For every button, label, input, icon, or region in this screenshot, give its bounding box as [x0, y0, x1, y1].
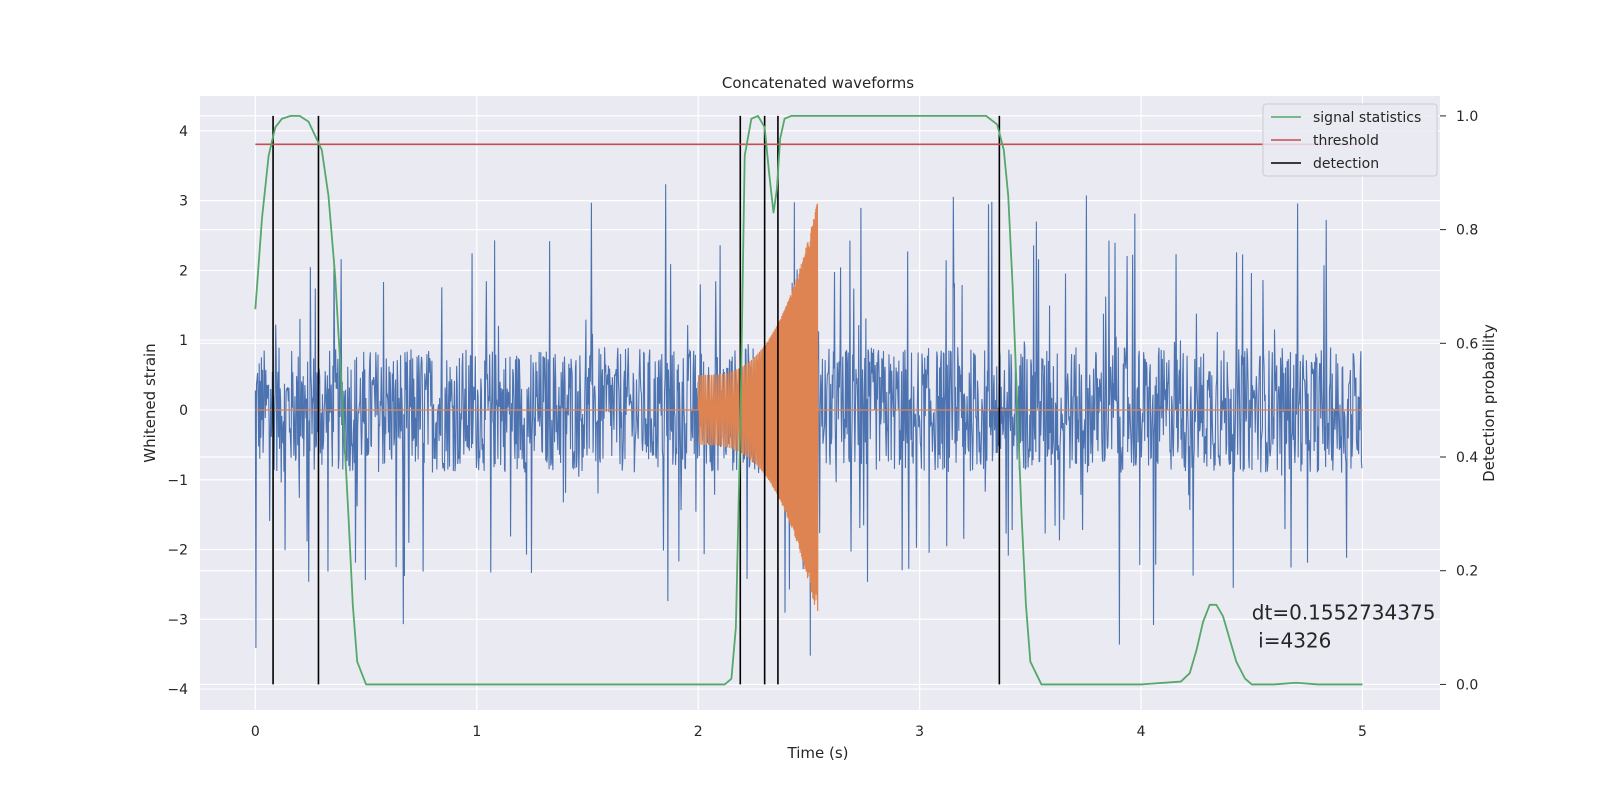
- annotation-dt: dt=0.1552734375: [1252, 600, 1436, 624]
- legend-box: [1262, 103, 1438, 177]
- y-tick-label: −4: [167, 682, 188, 698]
- y-tick-label: −1: [167, 473, 188, 489]
- signal-statistics-line: [254, 115, 1363, 686]
- y2-tick-label: 0.8: [1456, 223, 1478, 239]
- y2-tick-label: 1.0: [1456, 109, 1478, 125]
- legend-label-threshold: threshold: [1313, 133, 1379, 149]
- y2-tick-label: 0.2: [1456, 564, 1478, 580]
- y-axis-ticks: −4 −3 −2 −1 0 1 2 3 4: [167, 124, 188, 698]
- x-tick-label: 0: [251, 724, 260, 740]
- x-tick-label: 5: [1358, 724, 1367, 740]
- plot-area: [254, 115, 1363, 686]
- y2-tick-label: 0.6: [1456, 336, 1478, 352]
- y-tick-label: −2: [167, 543, 188, 559]
- chart-title: Concatenated waveforms: [722, 74, 914, 92]
- x-tick-label: 1: [472, 724, 481, 740]
- y-tick-label: 3: [179, 194, 188, 210]
- y-tick-label: −3: [167, 612, 188, 628]
- x-axis-ticks: 0 1 2 3 4 5: [251, 724, 1367, 740]
- annotation-index: i=4326: [1252, 628, 1332, 652]
- legend-label-detection: detection: [1313, 156, 1379, 172]
- template-series: [255, 203, 1363, 611]
- y2-axis-ticks: 0.0 0.2 0.4 0.6 0.8 1.0: [1440, 109, 1478, 693]
- legend: signal statistics threshold detection: [1262, 103, 1438, 177]
- y2-tick-label: 0.4: [1456, 450, 1478, 466]
- y2-tick-label: 0.0: [1456, 677, 1478, 693]
- x-tick-label: 4: [1137, 724, 1146, 740]
- y-tick-label: 2: [179, 263, 188, 279]
- y2-axis-label: Detection probability: [1480, 324, 1498, 482]
- template-line: [255, 203, 1363, 611]
- y-axis-label: Whitened strain: [141, 343, 159, 462]
- x-axis-label: Time (s): [787, 744, 849, 762]
- signal-statistics-series: [254, 115, 1363, 686]
- y-tick-label: 0: [179, 403, 188, 419]
- x-tick-label: 2: [694, 724, 703, 740]
- y-tick-label: 1: [179, 333, 188, 349]
- legend-label-signal-statistics: signal statistics: [1313, 110, 1421, 126]
- x-tick-label: 3: [915, 724, 924, 740]
- y-tick-label: 4: [179, 124, 188, 140]
